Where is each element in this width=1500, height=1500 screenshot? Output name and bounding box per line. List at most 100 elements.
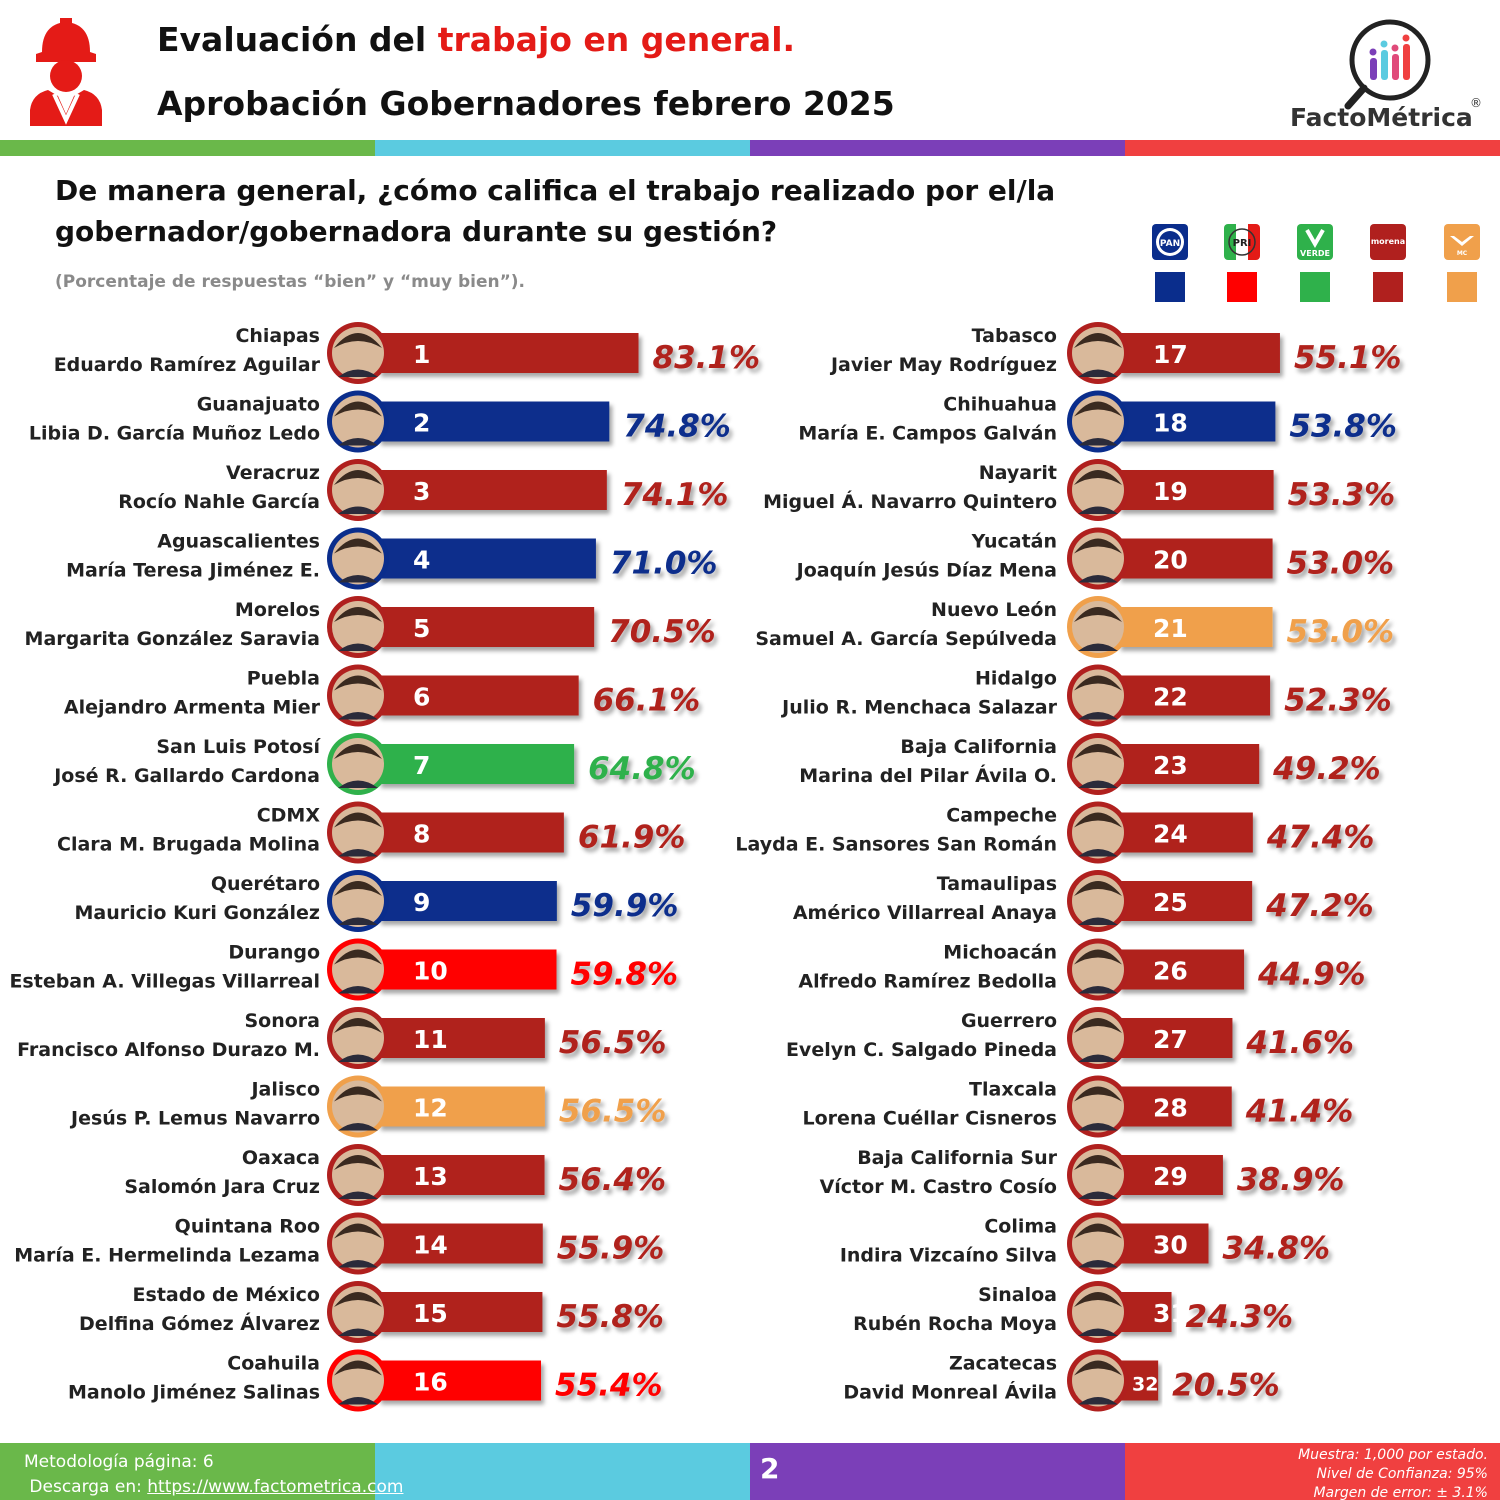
bar-rank-label: 6: [413, 683, 430, 712]
avatar-hair: [1074, 607, 1122, 622]
bar-row: 19 53.3% Nayarit Miguel Á. Navarro Quintero: [763, 459, 1395, 521]
governor-name-label: María E. Hermelinda Lezama: [14, 1245, 320, 1267]
avatar-hair: [334, 675, 382, 691]
avatar-body: [1078, 1397, 1118, 1405]
bar-value-label: 55.9%: [557, 1231, 665, 1267]
bar-value-label: 55.1%: [1294, 340, 1402, 376]
avatar-body: [1078, 1123, 1118, 1131]
avatar-body: [338, 1328, 378, 1336]
governor-name-label: David Monreal Ávila: [843, 1381, 1057, 1404]
bar: [378, 812, 564, 853]
legend-item-pan: PAN: [1150, 224, 1190, 304]
avatar-hair: [1074, 1360, 1122, 1376]
governor-name-label: Evelyn C. Salgado Pineda: [786, 1039, 1057, 1061]
bar: [378, 1018, 545, 1058]
title-part: Evaluación del: [157, 20, 438, 59]
bar-value-label: 41.4%: [1245, 1094, 1354, 1130]
footer-sample-info: Muestra: 1,000 por estado. Nivel de Conf…: [1298, 1446, 1488, 1500]
state-label: Sonora: [244, 1010, 320, 1032]
bar: [1118, 1155, 1223, 1195]
governor-name-label: Rocío Nahle García: [118, 491, 320, 513]
bar-rank-label: 3: [413, 477, 430, 506]
bar-rank-label: 28: [1153, 1094, 1188, 1123]
governor-name-label: Alejandro Armenta Mier: [64, 697, 321, 719]
bar-value-label: 49.2%: [1272, 751, 1381, 787]
state-label: Tamaulipas: [937, 873, 1057, 895]
bar-value-label: 24.3%: [1186, 1299, 1294, 1335]
bar-row: 30 34.8% Colima Indira Vizcaíno Silva: [840, 1212, 1330, 1275]
bar-row: 4 71.0% Aguascalientes María Teresa Jiménez…: [66, 527, 717, 590]
governor-name-label: Eduardo Ramírez Aguilar: [54, 354, 321, 376]
legend-item-mc: MC: [1442, 224, 1482, 304]
state-label: Querétaro: [211, 873, 320, 895]
governor-name-label: Jesús P. Lemus Navarro: [69, 1108, 320, 1130]
bar: [1118, 470, 1274, 510]
state-label: Zacatecas: [949, 1353, 1057, 1375]
bar-rank-label: 16: [413, 1368, 448, 1397]
avatar-hair: [334, 1086, 382, 1102]
avatar-hair: [334, 607, 382, 622]
bar-rank-label: 23: [1153, 751, 1188, 780]
governor-name-label: Clara M. Brugada Molina: [57, 834, 320, 856]
bar: [378, 675, 579, 716]
bar-value-label: 41.6%: [1245, 1025, 1354, 1061]
bar-rank-label: 31: [1153, 1299, 1188, 1328]
avatar-hair: [1074, 333, 1122, 348]
bar-row: 27 41.6% Guerrero Evelyn C. Salgado Pineda: [786, 1007, 1354, 1069]
bar-rank-label: 4: [413, 546, 430, 575]
bar-row: 18 53.8% Chihuahua María E. Campos Galván: [798, 390, 1397, 453]
bar-row: 12 56.5% Jalisco Jesús P. Lemus Navarro: [69, 1075, 666, 1138]
governor-name-label: Francisco Alfonso Durazo M.: [17, 1039, 320, 1061]
state-label: Michoacán: [943, 942, 1057, 964]
state-label: Campeche: [946, 805, 1057, 827]
bar-row: 23 49.2% Baja California Marina del Pilar Á…: [799, 733, 1381, 795]
bar-row: 10 59.8% Durango Esteban A. Villegas Villar…: [9, 938, 678, 1001]
bar-rank-label: 30: [1153, 1231, 1188, 1260]
bar-rank-label: 32: [1132, 1374, 1158, 1396]
avatar-hair: [1074, 401, 1122, 417]
avatar-body: [338, 1191, 378, 1199]
bar-rank-label: 10: [413, 957, 448, 986]
bar-value-label: 53.0%: [1287, 546, 1395, 582]
governor-name-label: Américo Villarreal Anaya: [793, 902, 1057, 924]
state-label: Hidalgo: [975, 668, 1057, 690]
governor-name-label: José R. Gallardo Cardona: [52, 765, 320, 787]
download-link[interactable]: https://www.factometrica.com: [147, 1477, 404, 1497]
legend-swatch-pri: [1227, 272, 1257, 302]
bar: [378, 1155, 545, 1195]
bar: [378, 881, 557, 921]
avatar-hair: [1074, 1292, 1122, 1307]
avatar-body: [338, 369, 378, 377]
state-label: Chihuahua: [943, 394, 1057, 416]
bar-row: 7 64.8% San Luis Potosí José R. Gallardo Ca…: [52, 733, 696, 795]
state-label: Nuevo León: [931, 599, 1057, 621]
bar-row: 9 59.9% Querétaro Mauricio Kuri González: [74, 870, 678, 932]
bar: [378, 1292, 543, 1332]
bar-value-label: 56.5%: [559, 1025, 667, 1061]
bar-value-label: 53.8%: [1289, 409, 1397, 445]
legend-party-label: morena: [1371, 237, 1405, 246]
bar-rank-label: 11: [413, 1025, 448, 1054]
bar-value-label: 55.8%: [556, 1299, 664, 1335]
bar-row: 1 83.1% Chiapas Eduardo Ramírez Aguilar: [54, 322, 760, 384]
governor-name-label: Manolo Jiménez Salinas: [68, 1382, 320, 1404]
state-label: Oaxaca: [242, 1147, 320, 1169]
bar-row: 24 47.4% Campeche Layda E. Sansores San Rom…: [735, 801, 1374, 864]
avatar-body: [1078, 1260, 1118, 1268]
avatar-hair: [1074, 881, 1122, 896]
governor-name-label: Libia D. García Muñoz Ledo: [29, 423, 320, 445]
bar-rank-label: 20: [1153, 546, 1188, 575]
avatar-body: [1078, 780, 1118, 788]
avatar-body: [1078, 712, 1118, 720]
subnote: (Porcentaje de respuestas “bien” y “muy …: [55, 272, 525, 292]
bar-value-label: 55.4%: [555, 1368, 663, 1404]
bar: [1118, 333, 1280, 373]
state-label: Chiapas: [235, 325, 320, 347]
page-number: 2: [760, 1452, 780, 1485]
bar-value-label: 59.8%: [570, 957, 678, 993]
bar-row: 13 56.4% Oaxaca Salomón Jara Cruz: [124, 1144, 666, 1206]
bar-row: 29 38.9% Baja California Sur Víctor M. Cast…: [820, 1144, 1345, 1206]
bar-value-label: 38.9%: [1237, 1162, 1345, 1198]
governor-name-label: Joaquín Jesús Díaz Mena: [795, 560, 1057, 582]
